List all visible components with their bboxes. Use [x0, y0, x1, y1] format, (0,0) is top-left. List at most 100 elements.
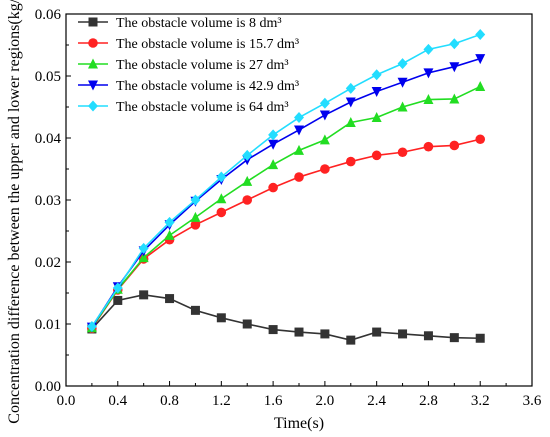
x-axis-title: Time(s) [274, 415, 324, 432]
series-3-point [345, 117, 356, 127]
x-tick-label: 1.6 [264, 393, 283, 409]
series-1-point [268, 325, 278, 335]
series-1-point [190, 305, 200, 315]
series-2-point [345, 156, 356, 167]
series-4-line [91, 57, 481, 328]
series-1-point [475, 333, 485, 343]
series-5-point [294, 112, 304, 124]
x-tick-label: 2.4 [367, 393, 386, 409]
series-5-point [138, 242, 149, 254]
legend-label: The obstacle volume is 8 dm³ [116, 16, 282, 31]
legend-swatch-marker [88, 100, 98, 112]
legend-swatch-marker [88, 80, 98, 91]
series-5-point [345, 82, 356, 94]
series-2-point [294, 172, 304, 182]
x-tick-label: 3.6 [523, 393, 542, 409]
series-4-point [319, 110, 330, 121]
series-4-point [449, 62, 460, 73]
series-2-point [216, 207, 227, 218]
series-3-point [242, 175, 253, 186]
legend-swatch-marker [88, 17, 98, 27]
series-3-point [449, 93, 460, 104]
y-tick-label: 0.01 [35, 317, 61, 333]
series-2-point [268, 182, 278, 193]
series-3-point [216, 193, 227, 204]
y-axis-title: Concentration difference between the upp… [6, 0, 23, 424]
legend: The obstacle volume is 8 dm³ The obstacle… [78, 16, 299, 115]
series-1-point [242, 319, 252, 329]
series-5-point [449, 38, 460, 50]
series-1-point [372, 327, 382, 337]
series-1-point [398, 329, 408, 339]
series-5-point [86, 320, 97, 332]
series-2-point [190, 220, 201, 230]
series-1-line [91, 294, 481, 341]
series-2 [87, 134, 486, 334]
legend-item-4: The obstacle volume is 42.9 dm³ [78, 79, 299, 94]
series-4-point [268, 139, 279, 150]
legend-label: The obstacle volume is 42.9 dm³ [116, 79, 299, 94]
series-2-point [475, 134, 486, 145]
series-5-point [164, 216, 175, 228]
x-tick-label: 2.8 [419, 393, 438, 409]
series-4-point [294, 125, 304, 136]
legend-swatch-marker [88, 38, 98, 48]
series-4-point [475, 54, 486, 65]
series-4-point [345, 97, 356, 108]
series-3-point [475, 81, 486, 92]
series-1-point [216, 313, 226, 323]
series-2-point [371, 150, 382, 161]
series-1-point [165, 294, 175, 304]
series-1-point [346, 335, 356, 345]
series-2-point [449, 140, 460, 151]
series-1-point [449, 333, 459, 343]
x-tick-label: 0.0 [57, 393, 76, 409]
series-3-point [294, 144, 304, 155]
series-1-point [320, 329, 330, 339]
y-tick-label: 0.04 [35, 131, 62, 147]
series-4-point [423, 68, 434, 79]
legend-item-5: The obstacle volume is 64 dm³ [78, 100, 289, 115]
y-tick-label: 0.06 [35, 7, 62, 23]
legend-label: The obstacle volume is 64 dm³ [116, 100, 289, 115]
y-tick-label: 0.03 [35, 193, 61, 209]
legend-swatch-marker [88, 58, 98, 69]
series-4-point [397, 77, 408, 88]
series-5-point [475, 28, 486, 40]
series-2-line [91, 138, 481, 329]
y-axis: 0.00 0.01 0.02 0.03 0.04 0.05 0.06 [35, 7, 71, 395]
series-3-point [138, 252, 149, 263]
series-3-point [319, 134, 330, 145]
x-tick-label: 2.0 [316, 393, 335, 409]
series-3-point [268, 159, 279, 170]
series-2-point [320, 164, 330, 174]
series-5-point [216, 171, 227, 183]
series-1 [87, 290, 485, 345]
series-3-point [423, 94, 434, 105]
series-5-point [242, 149, 253, 161]
series-3-point [371, 112, 382, 123]
series-5-point [397, 58, 408, 70]
series-layer [86, 28, 486, 345]
x-axis: 0.0 0.4 0.8 1.2 1.6 2.0 2.4 2.8 3.2 3.6 [57, 381, 542, 409]
legend-item-3: The obstacle volume is 27 dm³ [78, 58, 289, 73]
series-5-point [423, 43, 434, 55]
series-5-point [319, 97, 330, 109]
series-3-point [397, 101, 408, 112]
series-3-point [164, 229, 175, 240]
series-1-point [423, 331, 433, 341]
y-tick-label: 0.02 [35, 255, 61, 271]
x-tick-label: 0.8 [160, 393, 179, 409]
series-5-point [371, 69, 382, 81]
series-1-point [294, 327, 304, 337]
series-3-point [190, 211, 201, 222]
legend-item-1: The obstacle volume is 8 dm³ [78, 16, 282, 31]
legend-label: The obstacle volume is 27 dm³ [116, 58, 289, 73]
series-3-line [91, 85, 481, 329]
x-tick-label: 0.4 [108, 393, 127, 409]
series-1-point [113, 295, 123, 305]
series-2-point [242, 195, 253, 205]
series-1-point [139, 290, 149, 300]
x-tick-label: 3.2 [471, 393, 490, 409]
